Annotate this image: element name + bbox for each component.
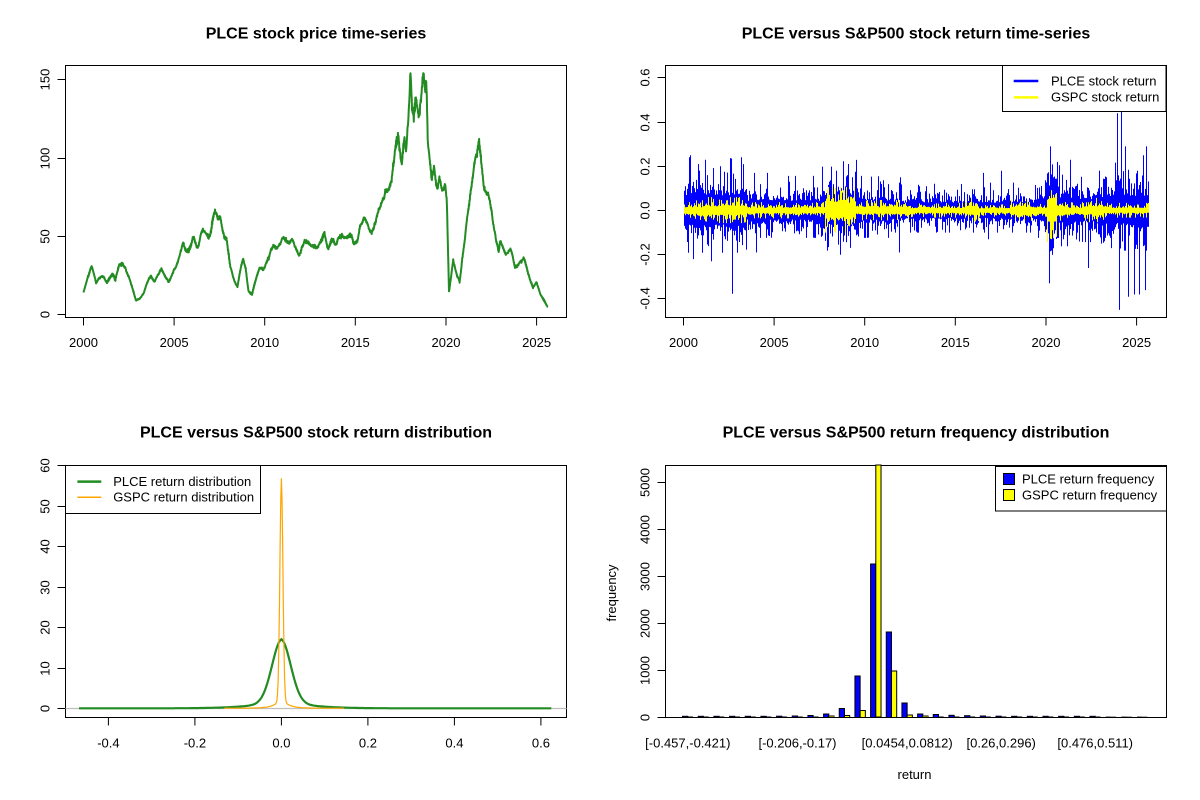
svg-text:20: 20 — [38, 620, 53, 634]
svg-text:PLCE versus S&P500 stock retur: PLCE versus S&P500 stock return time-ser… — [742, 25, 1091, 42]
svg-text:0.0: 0.0 — [272, 736, 290, 751]
svg-text:0.6: 0.6 — [532, 736, 550, 751]
svg-text:2005: 2005 — [160, 335, 189, 350]
svg-text:0: 0 — [38, 705, 53, 712]
svg-text:PLCE stock return: PLCE stock return — [1051, 73, 1157, 88]
svg-text:[0.476,0.511): [0.476,0.511) — [1057, 736, 1133, 751]
svg-text:-0.4: -0.4 — [97, 736, 119, 751]
svg-text:[0.0454,0.0812): [0.0454,0.0812) — [862, 736, 953, 751]
svg-text:2000: 2000 — [69, 335, 98, 350]
svg-text:2020: 2020 — [1032, 335, 1061, 350]
svg-text:10: 10 — [38, 661, 53, 675]
svg-text:2010: 2010 — [850, 335, 879, 350]
svg-text:2020: 2020 — [432, 335, 461, 350]
svg-text:2025: 2025 — [1122, 335, 1151, 350]
svg-text:1000: 1000 — [638, 656, 653, 685]
svg-text:0.0: 0.0 — [638, 201, 653, 219]
svg-text:GSPC return distribution: GSPC return distribution — [113, 490, 254, 505]
svg-text:3000: 3000 — [638, 562, 653, 591]
svg-text:50: 50 — [38, 229, 53, 243]
svg-text:5000: 5000 — [638, 468, 653, 497]
svg-text:60: 60 — [38, 458, 53, 472]
svg-text:[0.26,0.296): [0.26,0.296) — [967, 736, 1036, 751]
svg-text:0.6: 0.6 — [638, 68, 653, 86]
svg-text:0.4: 0.4 — [445, 736, 463, 751]
svg-text:0.2: 0.2 — [359, 736, 377, 751]
svg-text:100: 100 — [38, 148, 53, 170]
svg-text:-0.2: -0.2 — [638, 243, 653, 265]
svg-text:40: 40 — [38, 539, 53, 553]
svg-text:0.2: 0.2 — [638, 157, 653, 175]
svg-text:PLCE versus S&P500 return freq: PLCE versus S&P500 return frequency dist… — [723, 424, 1110, 441]
svg-text:2005: 2005 — [760, 335, 789, 350]
svg-text:PLCE return frequency: PLCE return frequency — [1022, 472, 1155, 487]
svg-text:50: 50 — [38, 499, 53, 513]
svg-text:2015: 2015 — [341, 335, 370, 350]
svg-text:4000: 4000 — [638, 515, 653, 544]
svg-text:frequency: frequency — [604, 564, 619, 622]
svg-text:2010: 2010 — [250, 335, 279, 350]
svg-text:return: return — [898, 767, 932, 782]
svg-text:PLCE versus S&P500 stock retur: PLCE versus S&P500 stock return distribu… — [140, 424, 492, 441]
svg-text:0.4: 0.4 — [638, 113, 653, 131]
svg-text:2025: 2025 — [522, 335, 551, 350]
svg-text:[-0.457,-0.421): [-0.457,-0.421) — [645, 736, 730, 751]
svg-text:2015: 2015 — [941, 335, 970, 350]
svg-text:-0.4: -0.4 — [638, 287, 653, 309]
svg-text:-0.2: -0.2 — [184, 736, 206, 751]
svg-text:30: 30 — [38, 580, 53, 594]
svg-text:GSPC stock return: GSPC stock return — [1051, 90, 1159, 105]
svg-text:2000: 2000 — [669, 335, 698, 350]
svg-text:PLCE return distribution: PLCE return distribution — [113, 474, 251, 489]
svg-text:PLCE stock price time-series: PLCE stock price time-series — [206, 25, 427, 42]
svg-text:0: 0 — [638, 714, 653, 721]
svg-text:2000: 2000 — [638, 609, 653, 638]
svg-text:GSPC return frequency: GSPC return frequency — [1022, 488, 1158, 503]
svg-text:150: 150 — [38, 69, 53, 91]
svg-text:0: 0 — [38, 311, 53, 318]
svg-text:[-0.206,-0.17): [-0.206,-0.17) — [758, 736, 836, 751]
